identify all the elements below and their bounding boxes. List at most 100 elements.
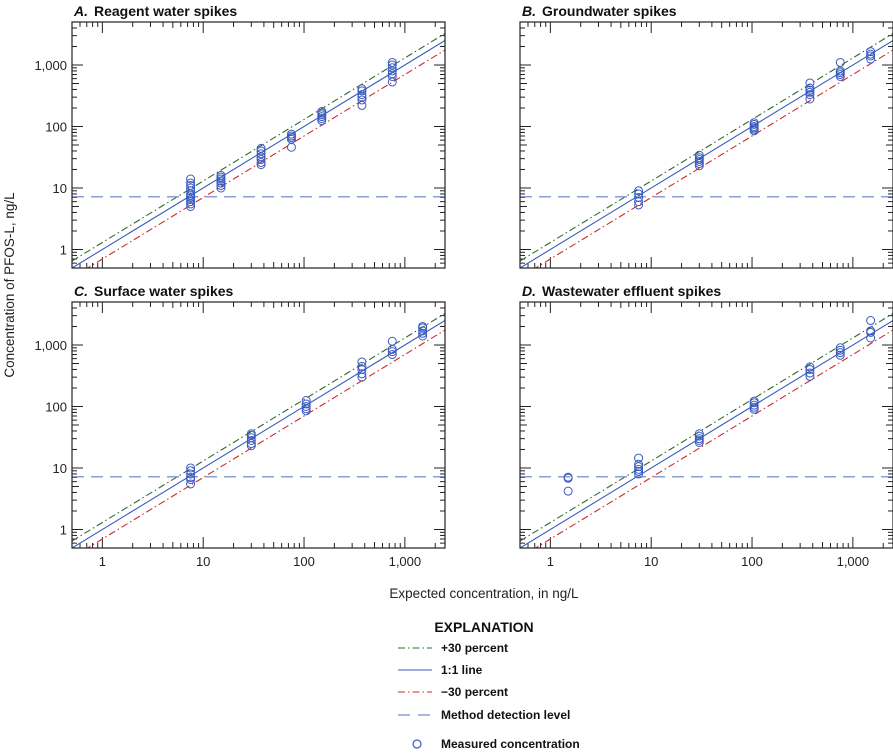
plot-frame: [519, 21, 893, 269]
plot-frame: [519, 301, 893, 549]
measured-point: [418, 328, 428, 338]
measured-point: [634, 193, 644, 203]
x-tick-label: 10: [644, 554, 658, 569]
measured-point: [256, 155, 266, 165]
measured-point: [357, 357, 367, 367]
x-tick-label: 100: [741, 554, 763, 569]
measured-point: [387, 66, 397, 76]
measured-point: [805, 364, 815, 374]
measured-point: [835, 66, 845, 76]
legend: EXPLANATION +30 percent 1:1 line −30 percen…: [398, 619, 580, 751]
measured-point: [256, 149, 266, 159]
measured-point: [256, 146, 266, 156]
measured-point: [866, 316, 876, 326]
measured-point: [286, 142, 296, 152]
measured-point: [634, 189, 644, 199]
legend-title: EXPLANATION: [434, 619, 533, 635]
measured-point: [387, 69, 397, 79]
measured-point: [805, 78, 815, 88]
plus-30-percent-line: [520, 33, 893, 262]
panel-title: D. Wastewater effluent spikes: [522, 283, 721, 299]
measured-point: [256, 157, 266, 167]
measured-point: [418, 326, 428, 336]
minus-30-percent-line: [534, 49, 893, 268]
legend-label: 1:1 line: [441, 663, 483, 677]
legend-item: −30 percent: [398, 685, 508, 699]
measured-point: [805, 87, 815, 97]
measured-point: [357, 95, 367, 105]
measured-point: [216, 183, 226, 193]
measured-point: [387, 350, 397, 360]
panel-b: B. Groundwater spikes: [519, 3, 893, 269]
panel-title-text: Surface water spikes: [94, 283, 234, 299]
measured-point: [186, 466, 196, 476]
panel-letter: C.: [74, 283, 88, 299]
panel-letter: B.: [522, 3, 536, 19]
minus-30-percent-line: [86, 329, 445, 548]
measured-point: [186, 174, 196, 184]
measured-point: [634, 459, 644, 469]
measured-point: [835, 57, 845, 67]
measured-point: [634, 469, 644, 479]
measured-point: [387, 63, 397, 73]
x-tick-label: 1: [547, 554, 554, 569]
panel-title: C. Surface water spikes: [74, 283, 234, 299]
measured-point: [835, 343, 845, 353]
minus-30-percent-line: [86, 49, 445, 268]
measured-point: [835, 345, 845, 355]
measured-point: [387, 60, 397, 70]
measured-point: [256, 143, 266, 153]
x-axis-label: Expected concentration, in ng/L: [389, 586, 579, 601]
measured-point: [216, 170, 226, 180]
measured-point: [866, 54, 876, 64]
panel-title: B. Groundwater spikes: [522, 3, 677, 19]
measured-point: [634, 462, 644, 472]
measured-point: [805, 90, 815, 100]
measured-point: [357, 369, 367, 379]
y-axis-label: Concentration of PFOS-L, ng/L: [2, 192, 17, 378]
measured-point: [749, 400, 759, 410]
y-tick-label: 1: [60, 522, 67, 537]
y-tick-label: 100: [45, 399, 67, 414]
one-to-one-line: [72, 320, 445, 548]
panel-letter: D.: [522, 283, 536, 299]
legend-item: +30 percent: [398, 641, 508, 655]
measured-point: [387, 57, 397, 67]
one-to-one-line: [520, 320, 893, 548]
measured-point: [694, 431, 704, 441]
measured-point: [186, 180, 196, 190]
measured-point: [418, 321, 428, 331]
legend-label: Method detection level: [441, 708, 570, 722]
measured-point: [694, 429, 704, 439]
plus-30-percent-line: [520, 313, 893, 542]
measured-point: [186, 469, 196, 479]
measured-point: [749, 396, 759, 406]
plot-frame: [71, 21, 446, 269]
measured-point: [186, 463, 196, 473]
measured-point: [387, 336, 397, 346]
measured-point: [246, 433, 256, 443]
y-tick-label: 100: [45, 119, 67, 134]
measured-point: [246, 435, 256, 445]
y-tick-label: 1: [60, 242, 67, 257]
measured-point: [835, 350, 845, 360]
measured-point: [357, 84, 367, 94]
one-to-one-line: [520, 40, 893, 268]
measured-point: [301, 401, 311, 411]
measured-point: [805, 371, 815, 381]
measured-point: [317, 107, 327, 117]
legend-item: Method detection level: [398, 708, 570, 722]
measured-point: [286, 129, 296, 139]
measured-point: [694, 150, 704, 160]
x-tick-label: 1: [99, 554, 106, 569]
measured-point: [694, 434, 704, 444]
panel-letter: A.: [73, 3, 88, 19]
panel-title-text: Groundwater spikes: [542, 3, 677, 19]
panel-d: D. Wastewater effluent spikes 1 10 100 1,000: [519, 283, 893, 569]
measured-point: [186, 473, 196, 483]
measured-point: [634, 453, 644, 463]
measured-point: [246, 429, 256, 439]
measured-point: [835, 348, 845, 358]
plot-frame: [71, 301, 446, 549]
y-tick-label: 1,000: [34, 58, 67, 73]
